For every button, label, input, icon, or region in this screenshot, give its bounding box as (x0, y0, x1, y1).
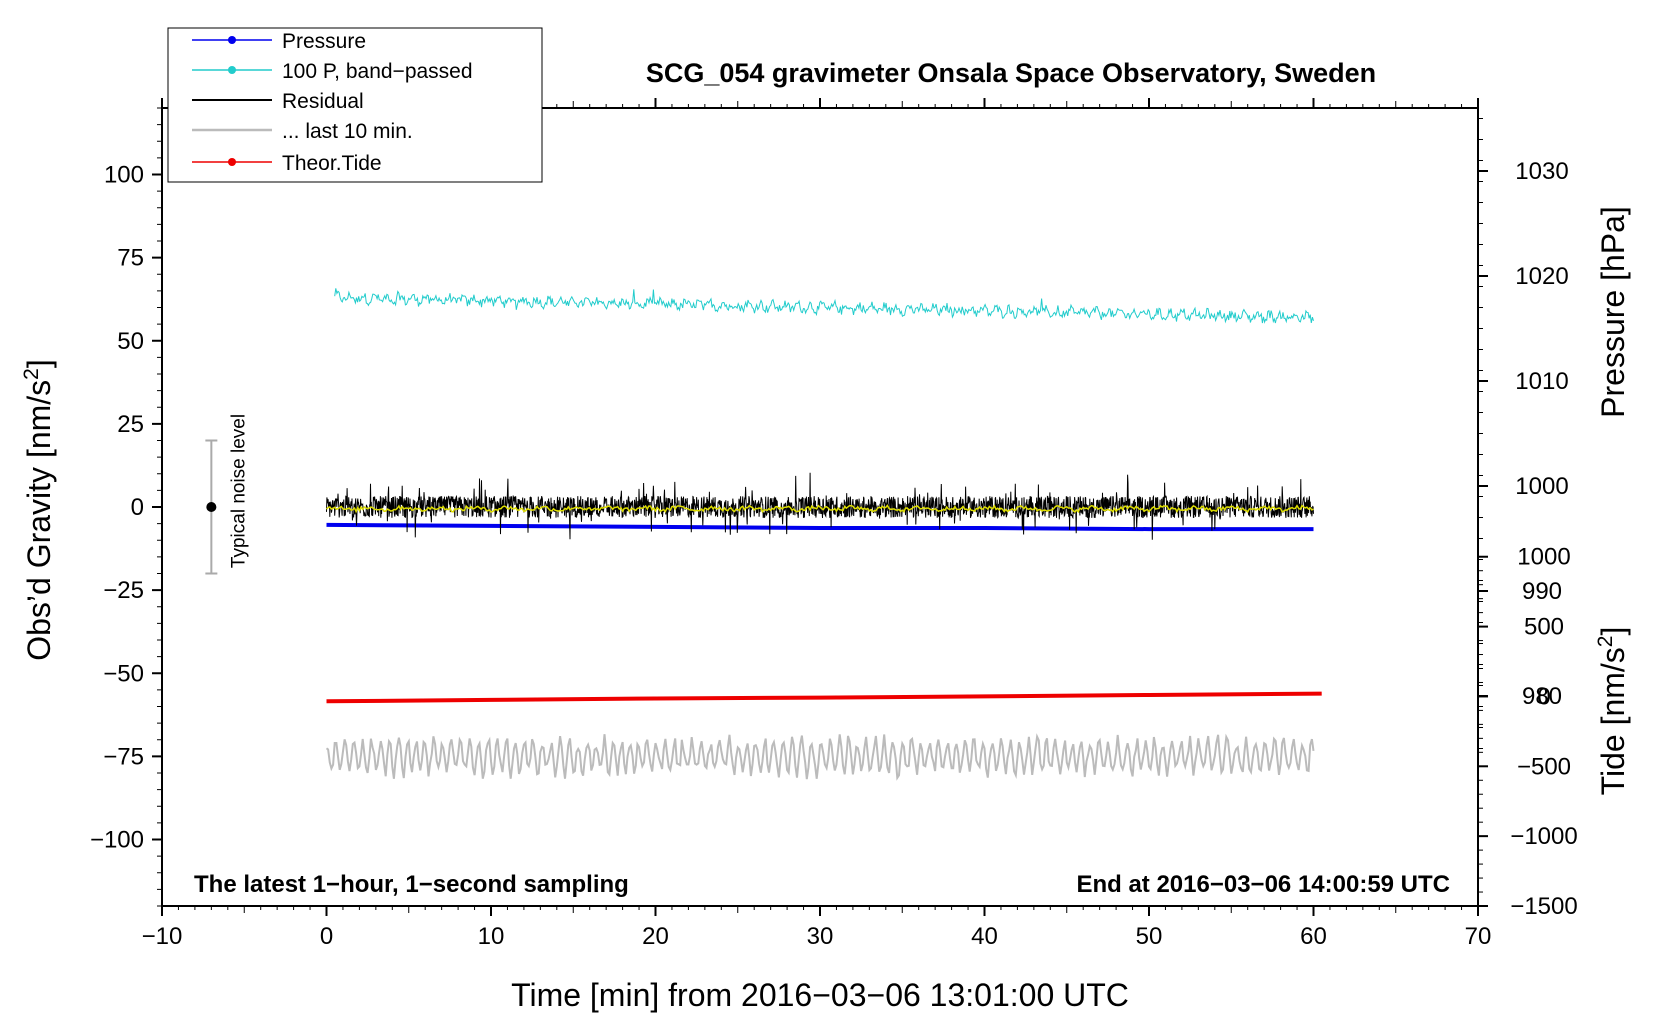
y-axis-title-left-end: ] (21, 359, 57, 368)
y-axis-title-tide-end: ] (1595, 627, 1631, 636)
data-series (325, 288, 1322, 781)
legend-marker-pressure (228, 36, 236, 44)
noise-dot (206, 502, 217, 512)
series-bandpassed-pressure (334, 288, 1314, 324)
y-tick-label: 75 (117, 245, 144, 272)
y-axis-title-tide: Tide [nm/s2] (1594, 627, 1631, 796)
legend: Pressure 100 P, band−passed Residual ...… (167, 27, 543, 183)
y-tick-label: 25 (117, 411, 144, 438)
y-axis-title-left-main: Obs’d Gravity [nm/s (21, 380, 57, 661)
x-axis-title: Time [min] from 2016−03−06 13:01:00 UTC (511, 977, 1129, 1013)
tide-tick-label: 0 (1537, 683, 1550, 710)
axis-ticks: −10 0 10 20 30 40 50 60 701007550250−25−50−75−10… (90, 98, 1578, 950)
x-tick-label: 70 (1465, 923, 1492, 950)
annotation-end-time: End at 2016−03−06 14:00:59 UTC (1076, 871, 1450, 898)
legend-label-tide: Theor.Tide (282, 152, 382, 175)
legend-label-pressure: Pressure (282, 30, 366, 53)
y-tick-label: 100 (104, 162, 144, 189)
y-tick-label: −50 (103, 660, 144, 687)
y-tick-label: −75 (103, 743, 144, 770)
series-last-10-min (325, 733, 1315, 781)
legend-entry-bandpassed: 100 P, band−passed (192, 60, 473, 83)
tide-tick-label: −1500 (1510, 893, 1577, 920)
legend-entry-tide: Theor.Tide (192, 152, 382, 175)
x-tick-label: 10 (478, 923, 505, 950)
pressure-tick-label: 1020 (1515, 263, 1568, 290)
y-tick-label: −25 (103, 577, 144, 604)
legend-entry-last10: ... last 10 min. (192, 120, 413, 143)
y-axis-title-tide-sup: 2 (1594, 636, 1617, 648)
x-tick-label: 20 (642, 923, 669, 950)
pressure-tick-label: 1010 (1515, 368, 1568, 395)
y-tick-label: 0 (131, 494, 144, 521)
y-axis-title-left: Obs’d Gravity [nm/s2] (20, 359, 57, 661)
x-tick-label: 30 (807, 923, 834, 950)
legend-entry-residual: Residual (192, 90, 364, 113)
annotation-sampling: The latest 1−hour, 1−second sampling (194, 871, 629, 898)
legend-marker-tide (228, 158, 236, 166)
series-residual-smoothed (325, 504, 1314, 514)
tide-tick-label: 1000 (1517, 544, 1570, 571)
legend-label-residual: Residual (282, 90, 364, 113)
x-tick-label: 40 (971, 923, 998, 950)
y-tick-label: 50 (117, 328, 144, 355)
x-tick-label: 60 (1300, 923, 1327, 950)
legend-box (167, 27, 543, 183)
chart-title: SCG_054 gravimeter Onsala Space Observat… (646, 58, 1376, 88)
series-pressure (326, 522, 1314, 532)
y-axis-title-tide-main: Tide [nm/s (1595, 647, 1631, 795)
noise-label: Typical noise level (228, 414, 249, 568)
pressure-tick-label: 1030 (1515, 158, 1568, 185)
tide-tick-label: 500 (1524, 614, 1564, 641)
pressure-tick-label: 990 (1522, 578, 1562, 605)
x-tick-label: 50 (1136, 923, 1163, 950)
noise-indicator: Typical noise level (205, 414, 249, 575)
y-axis-title-pressure: Pressure [hPa] (1595, 206, 1631, 418)
y-tick-label: −100 (90, 827, 144, 854)
y-axis-title-left-sup: 2 (20, 368, 43, 380)
legend-entry-pressure: Pressure (192, 30, 366, 53)
tide-tick-label: −500 (1517, 753, 1571, 780)
tide-tick-label: −1000 (1510, 823, 1577, 850)
legend-label-bandpassed: 100 P, band−passed (282, 60, 473, 83)
legend-marker-bandpassed (228, 66, 236, 74)
pressure-tick-label: 980 (1522, 683, 1562, 710)
pressure-tick-label: 1000 (1515, 473, 1568, 500)
x-tick-label: 0 (320, 923, 333, 950)
legend-label-last10: ... last 10 min. (282, 120, 413, 143)
series-theoretical-tide (326, 691, 1322, 704)
x-tick-label: −10 (142, 923, 183, 950)
